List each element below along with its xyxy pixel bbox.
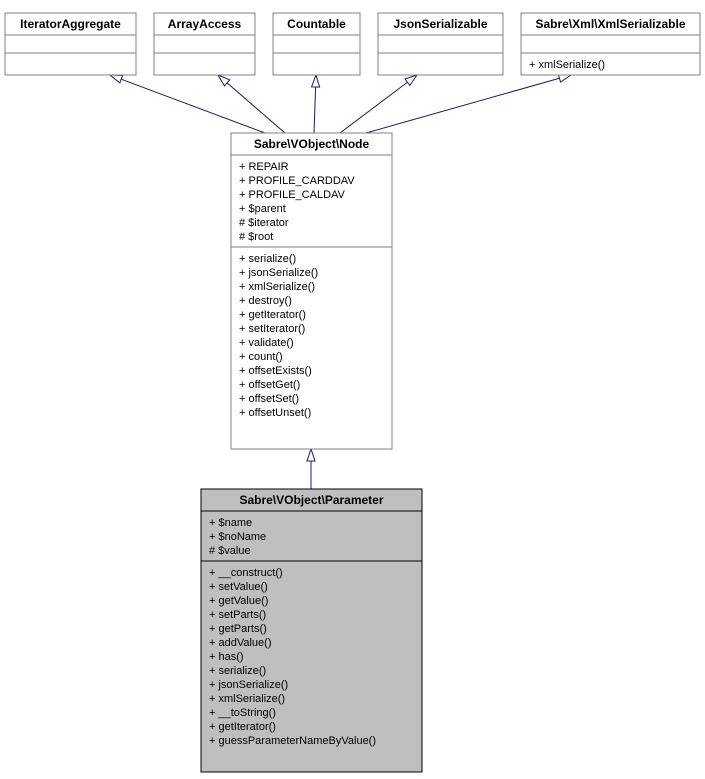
class-title: Sabre\VObject\Parameter: [239, 493, 383, 507]
class-attr: # $root: [239, 231, 273, 243]
class-title: Sabre\Xml\XmlSerializable: [535, 17, 685, 31]
class-method: + count(): [239, 351, 283, 363]
class-title: ArrayAccess: [168, 17, 242, 31]
class-method: + getValue(): [209, 595, 268, 607]
inheritance-edge: [314, 87, 316, 133]
class-method: + offsetGet(): [239, 379, 300, 391]
inheritance-arrowhead: [558, 74, 571, 82]
class-attr: + PROFILE_CARDDAV: [239, 175, 355, 187]
class-countable: Countable: [273, 13, 360, 75]
class-xmlserializable: Sabre\Xml\XmlSerializable + xmlSerialize(…: [521, 13, 700, 75]
class-method: + addValue(): [209, 637, 271, 649]
inheritance-arrowhead: [312, 75, 320, 87]
inheritance-edge: [227, 83, 285, 133]
class-method: + destroy(): [239, 295, 292, 307]
class-iteratoraggregate: IteratorAggregate: [5, 13, 136, 75]
class-method: + setValue(): [209, 581, 268, 593]
class-method: + serialize(): [209, 665, 266, 677]
class-title: IteratorAggregate: [20, 17, 121, 31]
inheritance-arrowhead: [110, 75, 123, 83]
class-attr: + PROFILE_CALDAV: [239, 189, 346, 201]
class-method: + has(): [209, 651, 244, 663]
class-attr: + REPAIR: [239, 161, 289, 173]
class-method: + xmlSerialize(): [239, 281, 315, 293]
class-attr: # $iterator: [239, 217, 289, 229]
class-method: + jsonSerialize(): [209, 679, 288, 691]
class-attr: + $parent: [239, 203, 286, 215]
inheritance-arrowhead: [405, 75, 417, 85]
class-method: + validate(): [239, 337, 294, 349]
class-attr: + $name: [209, 517, 252, 529]
class-method: + offsetExists(): [239, 365, 312, 377]
class-method: + offsetSet(): [239, 393, 299, 405]
class-method: + getIterator(): [209, 721, 276, 733]
class-method: + getParts(): [209, 623, 267, 635]
class-attr: + $noName: [209, 531, 266, 543]
class-method: + serialize(): [239, 253, 296, 265]
class-parameter: Sabre\VObject\Parameter + $name + $noName #…: [201, 489, 422, 772]
class-jsonserializable: JsonSerializable: [378, 13, 503, 75]
class-arrayaccess: ArrayAccess: [154, 13, 255, 75]
class-method: + __construct(): [209, 567, 283, 579]
inheritance-arrowhead: [307, 449, 315, 461]
class-method: + offsetUnset(): [239, 407, 311, 419]
class-method: + setIterator(): [239, 323, 305, 335]
class-method: + xmlSerialize(): [209, 693, 285, 705]
class-method: + getIterator(): [239, 309, 306, 321]
class-title: Sabre\VObject\Node: [254, 137, 370, 151]
class-title: JsonSerializable: [393, 17, 487, 31]
class-method: + jsonSerialize(): [239, 267, 318, 279]
inheritance-edge: [340, 82, 407, 133]
inheritance-edge: [366, 78, 559, 133]
class-method: + setParts(): [209, 609, 266, 621]
class-node: Sabre\VObject\Node + REPAIR + PROFILE_CARD…: [231, 133, 392, 449]
class-method: + guessParameterNameByValue(): [209, 735, 376, 747]
class-method: + __toString(): [209, 707, 276, 719]
class-attr: # $value: [209, 545, 251, 557]
class-method: + xmlSerialize(): [529, 59, 605, 71]
inheritance-edge: [121, 79, 265, 133]
class-title: Countable: [287, 17, 346, 31]
